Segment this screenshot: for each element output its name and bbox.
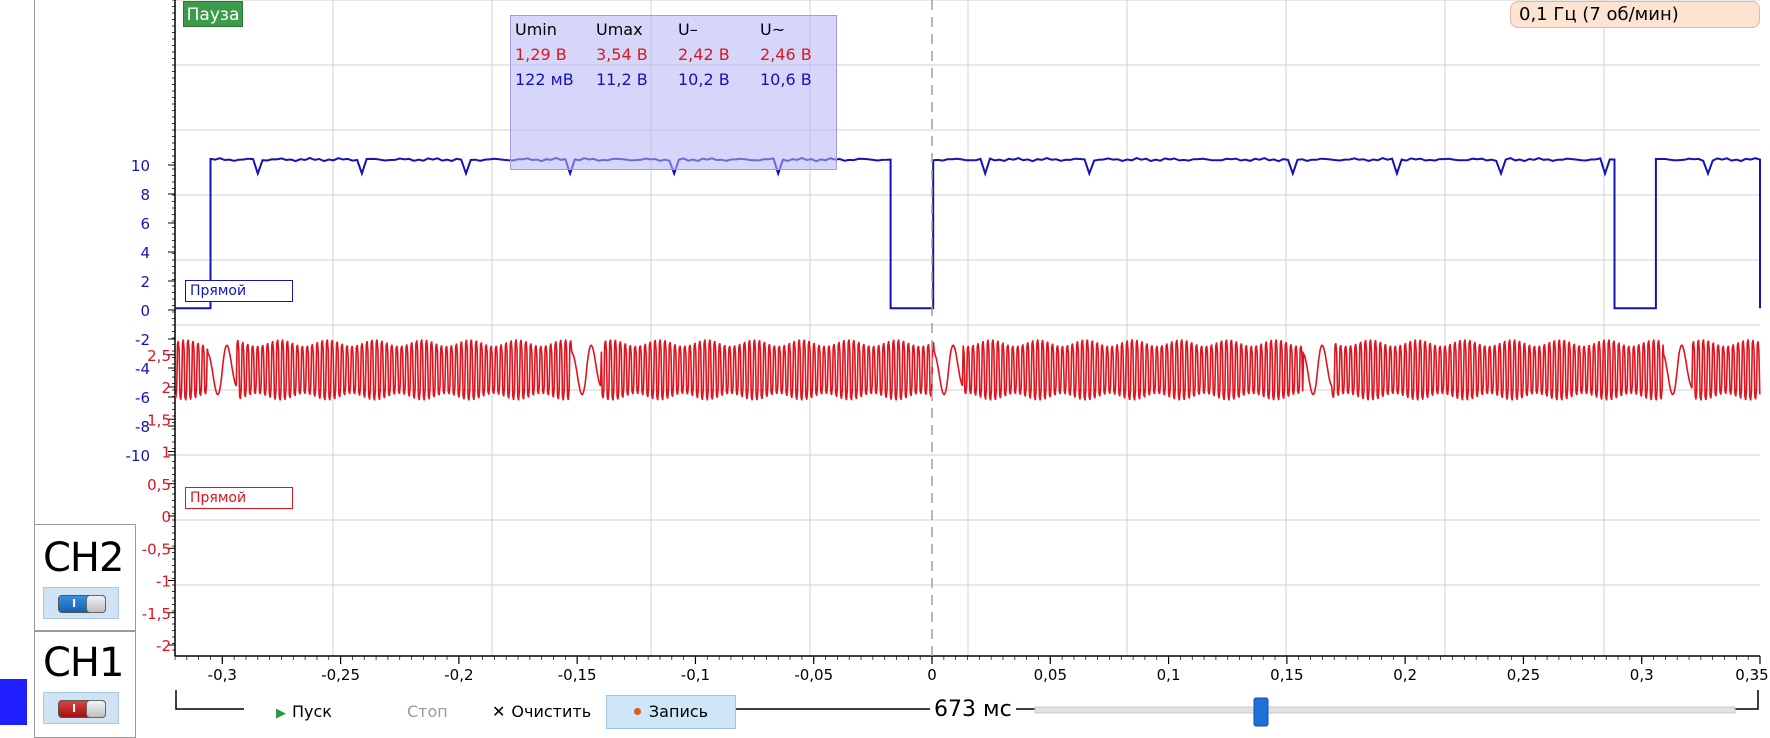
ch1-tick-label: 0,5 (147, 476, 171, 494)
ch1-axis: 2,5 2 1,5 1 0,5 0 -0,5 -1 -1,5 -2 (142, 347, 175, 655)
ch1-tick-label: -1 (156, 573, 171, 591)
x-tick-label: -0,25 (321, 666, 360, 684)
duration-readout: 673 мс (930, 697, 1016, 722)
ch2-toggle-track: I (58, 595, 106, 613)
meas-header-umax: Umax (596, 20, 643, 39)
x-tick-label: 0,15 (1270, 666, 1303, 684)
ch2-tick-label: -2 (135, 331, 150, 349)
ch2-tick-label: -6 (135, 389, 150, 407)
ch1-tick-label: 1 (161, 444, 171, 462)
start-button[interactable]: ▶ Пуск (276, 700, 332, 724)
left-panel: CH2 I CH1 I (0, 0, 172, 738)
measurements-panel: Umin Umax U– U~ 1,29 В 3,54 В 2,42 В 2,4… (510, 15, 837, 170)
x-tick-label: -0,05 (794, 666, 833, 684)
meas-header-umin: Umin (515, 20, 557, 39)
ch1-toggle-mark: I (72, 702, 77, 715)
ch1-tick-label: 1,5 (147, 411, 171, 429)
ch2-label: CH2 (43, 535, 124, 581)
meas-header-udc: U– (678, 20, 698, 39)
ch2-toggle-mark: I (72, 597, 77, 610)
ch2-tick-label: 0 (140, 302, 150, 320)
left-panel-border (34, 0, 35, 524)
ch1-tick-label: -1,5 (142, 605, 171, 623)
ch1-tick-label: 2 (161, 379, 171, 397)
x-tick-label: -0,3 (208, 666, 237, 684)
frequency-badge: 0,1 Гц (7 об/мин) (1510, 1, 1760, 28)
ch2-tick-label: 8 (140, 186, 150, 204)
ch1-toggle[interactable]: I (43, 692, 119, 724)
ch2-tick-label: 10 (131, 157, 150, 175)
record-dot-icon (633, 708, 641, 715)
x-axis: -0,3 -0,25 -0,2 -0,15 -0,1 -0,05 0 0,05 0,1 0,15 0… (174, 656, 1769, 684)
x-tick-label: 0 (927, 666, 937, 684)
ch1-tick-label: 0 (161, 508, 171, 526)
range-bracket-left (175, 690, 244, 710)
clear-label: Очистить (511, 702, 592, 721)
meas-ch2-uac: 10,6 В (760, 70, 812, 89)
position-slider-thumb[interactable] (1253, 697, 1269, 727)
ch1-toggle-track: I (58, 700, 106, 718)
ch2-tick-label: -10 (126, 447, 151, 465)
clear-button[interactable]: ✕ Очистить (492, 700, 591, 724)
ch1-trace (174, 339, 1761, 401)
ch1-tick-label: 2,5 (147, 347, 171, 365)
ch2-tick-label: 2 (140, 273, 150, 291)
meas-ch1-umin: 1,29 В (515, 45, 567, 64)
playback-bar (175, 690, 1759, 727)
stop-label: Стоп (407, 702, 448, 721)
ch2-panel: CH2 I (34, 524, 136, 631)
meas-ch2-umax: 11,2 В (596, 70, 648, 89)
ch1-panel: CH1 I (34, 631, 136, 738)
plot-axes (172, 0, 1760, 657)
stop-button[interactable]: Стоп (407, 700, 448, 724)
x-tick-label: 0,3 (1630, 666, 1654, 684)
x-tick-label: 0,05 (1034, 666, 1067, 684)
meas-ch2-umin: 122 мВ (515, 70, 574, 89)
ch2-tick-label: 4 (140, 244, 150, 262)
x-tick-label: -0,1 (681, 666, 710, 684)
ch2-axis: 10 8 6 4 2 0 -2 -4 -6 -8 -10 (126, 157, 175, 465)
meas-ch2-udc: 10,2 В (678, 70, 730, 89)
ch2-tick-label: -8 (135, 418, 150, 436)
meas-ch1-umax: 3,54 В (596, 45, 648, 64)
ch1-label: CH1 (43, 640, 124, 686)
plot-grid (174, 0, 1760, 656)
ch1-mode-label[interactable]: Прямой (185, 487, 293, 509)
meas-ch1-udc: 2,42 В (678, 45, 730, 64)
ch2-tick-label: 6 (140, 215, 150, 233)
ch1-tick-label: -2 (156, 637, 171, 655)
ch1-toggle-knob (86, 700, 106, 718)
ch1-tick-label: -0,5 (142, 540, 171, 558)
range-line-right (1000, 690, 1759, 710)
x-tick-label: 0,35 (1735, 666, 1768, 684)
clear-x-icon: ✕ (492, 702, 506, 721)
meas-header-uac: U~ (760, 20, 786, 39)
ch2-toggle-knob (86, 595, 106, 613)
ch2-toggle[interactable]: I (43, 587, 119, 619)
record-label: Запись (648, 702, 709, 721)
pause-status-badge[interactable]: Пауза (183, 1, 243, 27)
position-slider-track[interactable] (1034, 706, 1736, 714)
play-icon: ▶ (276, 706, 286, 721)
meas-ch1-uac: 2,46 В (760, 45, 812, 64)
x-tick-label: -0,15 (558, 666, 597, 684)
ch2-mode-label[interactable]: Прямой (185, 280, 293, 302)
channel-selection-marker[interactable] (0, 679, 27, 725)
x-tick-label: 0,2 (1393, 666, 1417, 684)
ch2-trace (175, 156, 1761, 310)
x-tick-label: -0,2 (444, 666, 473, 684)
x-tick-label: 0,1 (1157, 666, 1181, 684)
ch2-tick-label: -4 (135, 360, 150, 378)
start-label: Пуск (292, 702, 332, 721)
record-button[interactable]: Запись (606, 695, 736, 729)
x-tick-label: 0,25 (1507, 666, 1540, 684)
